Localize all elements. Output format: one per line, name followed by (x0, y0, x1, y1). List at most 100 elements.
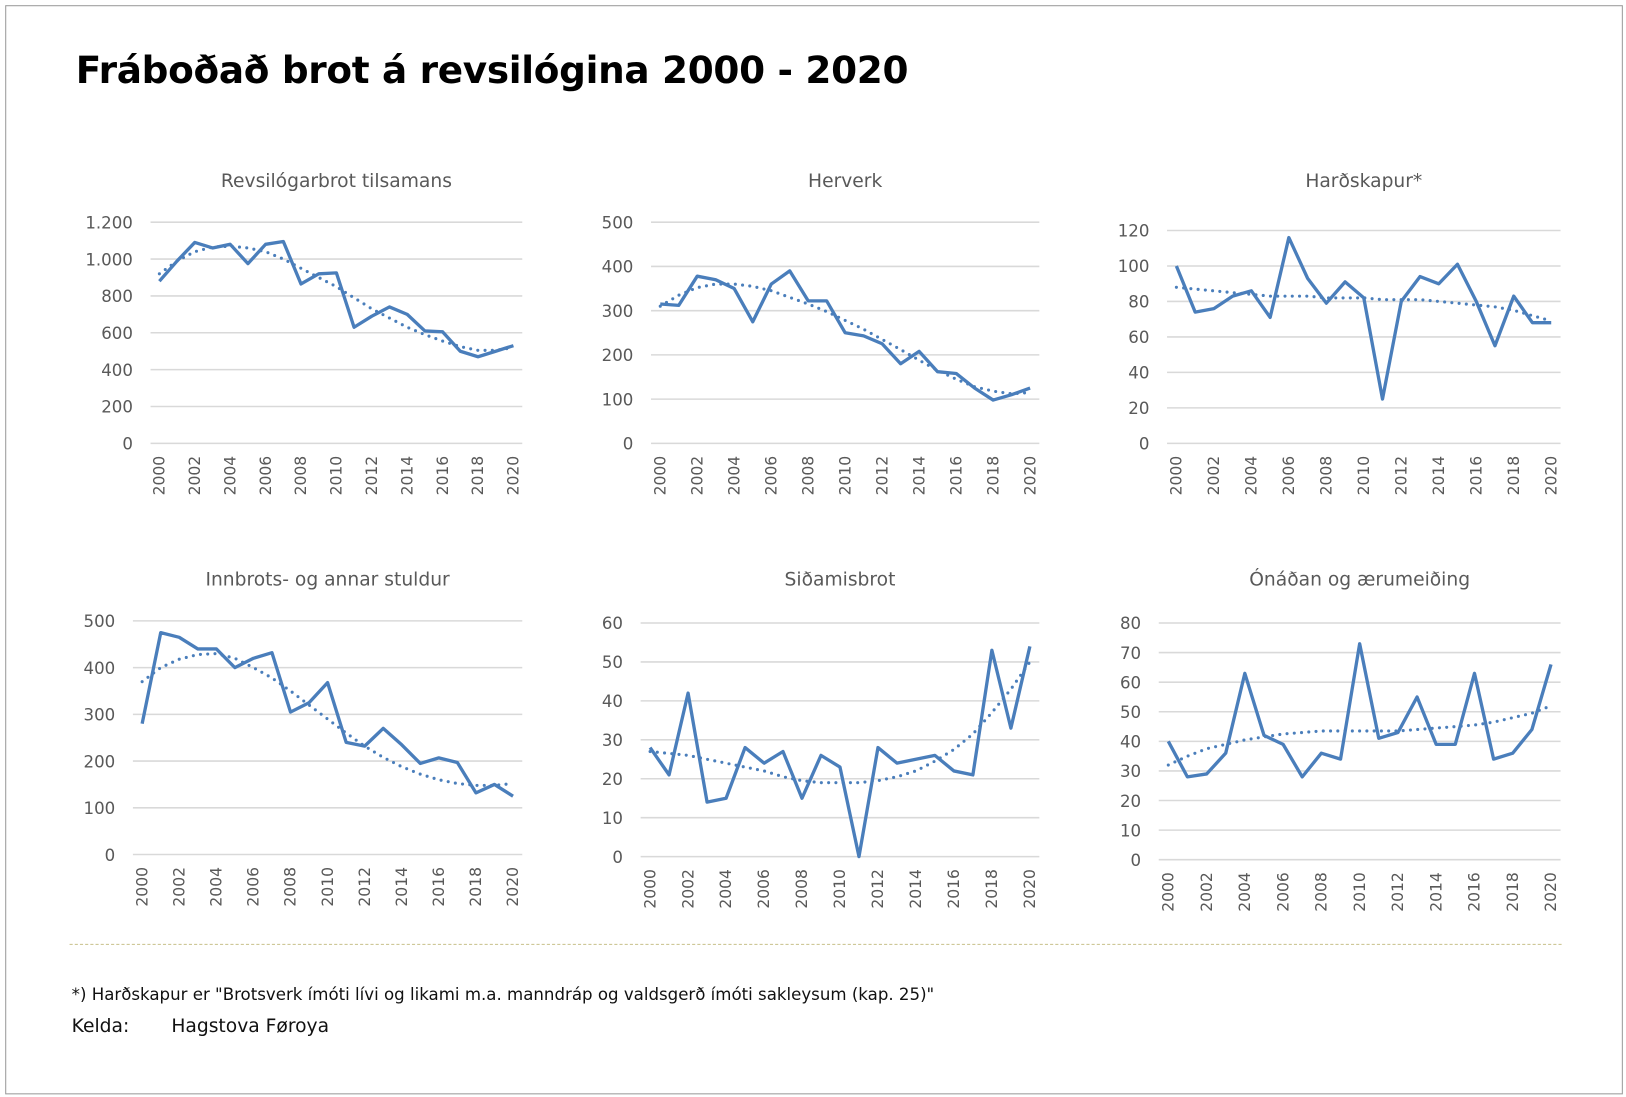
y-tick-label: 70 (1120, 644, 1141, 663)
x-tick-label: 2004 (208, 867, 226, 907)
chart-panel: Ónáðan og ærumeiðing 0 10 20 30 40 50 60 70 80 200… (1120, 567, 1561, 912)
x-tick-label: 2006 (1280, 456, 1298, 496)
data-line (660, 269, 1031, 402)
chart-panel: Revsilógarbrot tilsamans 0 200 400 600 800 1.0… (85, 171, 522, 496)
x-tick-label: 2000 (1168, 456, 1186, 496)
chart-title: Herverk (808, 171, 882, 192)
x-tick-label: 2020 (505, 456, 523, 496)
x-tick-label: 2008 (282, 867, 300, 907)
page-title: Fráboðað brot á revsilógina 2000 - 2020 (75, 49, 909, 93)
y-tick-label: 1.000 (85, 250, 133, 269)
y-tick-label: 100 (84, 799, 116, 818)
y-tick-label: 200 (84, 752, 116, 771)
x-tick-label: 2018 (467, 867, 485, 907)
y-tick-label: 80 (1120, 614, 1141, 633)
y-tick-label: 0 (1139, 435, 1150, 454)
y-tick-label: 300 (84, 706, 116, 725)
y-tick-label: 400 (84, 659, 116, 678)
chart-panel: Herverk 0 100 200 300 400 500 2000 2002 2004 2006 2… (602, 171, 1040, 496)
x-tick-label: 2004 (717, 869, 735, 909)
data-line (158, 239, 514, 359)
x-tick-label: 2012 (869, 869, 887, 909)
y-tick-label: 60 (1128, 328, 1149, 347)
y-tick-label: 0 (623, 435, 634, 454)
y-tick-label: 40 (1120, 733, 1141, 752)
data-line (648, 645, 1032, 859)
x-tick-label: 2002 (1198, 872, 1216, 912)
y-tick-label: 120 (1118, 222, 1150, 241)
y-tick-label: 500 (602, 213, 634, 232)
x-tick-label: 2004 (1236, 872, 1254, 912)
x-tick-label: 2018 (983, 869, 1001, 909)
x-tick-label: 2006 (755, 869, 773, 909)
chart-title: Siðamisbrot (785, 570, 896, 591)
x-tick-label: 2010 (1351, 872, 1369, 912)
y-tick-label: 50 (602, 653, 623, 672)
x-tick-label: 2014 (907, 869, 925, 909)
x-tick-label: 2016 (945, 869, 963, 909)
y-tick-label: 30 (1120, 762, 1141, 781)
x-tick-label: 2000 (1160, 872, 1178, 912)
x-tick-label: 2006 (1274, 872, 1292, 912)
y-tick-label: 20 (1120, 792, 1141, 811)
y-tick-label: 200 (101, 398, 133, 417)
x-tick-label: 2018 (1504, 872, 1522, 912)
y-tick-label: 400 (602, 258, 634, 277)
x-tick-label: 2008 (799, 456, 817, 496)
chart-title: Ónáðan og ærumeiðing (1249, 567, 1470, 591)
x-tick-label: 2008 (793, 869, 811, 909)
y-tick-label: 60 (1120, 673, 1141, 692)
chart-title: Harðskapur* (1305, 171, 1422, 192)
x-tick-label: 2012 (1392, 456, 1410, 496)
x-tick-label: 2012 (873, 456, 891, 496)
x-tick-label: 2002 (688, 456, 706, 496)
y-tick-label: 100 (602, 390, 634, 409)
x-tick-label: 2002 (1205, 456, 1223, 496)
x-tick-label: 2016 (434, 456, 452, 496)
chart-panel: Innbrots- og annar stuldur 0 100 200 300 400 5… (84, 570, 523, 907)
x-tick-label: 2016 (1467, 456, 1485, 496)
x-tick-label: 2016 (1466, 872, 1484, 912)
x-tick-label: 2020 (1021, 456, 1039, 496)
x-tick-label: 2012 (1389, 872, 1407, 912)
y-tick-label: 0 (1131, 851, 1142, 870)
y-tick-label: 0 (105, 846, 116, 865)
x-tick-label: 2020 (1542, 456, 1560, 496)
x-tick-label: 2014 (393, 867, 411, 907)
x-tick-label: 2006 (762, 456, 780, 496)
y-tick-label: 20 (602, 770, 623, 789)
y-tick-label: 60 (602, 614, 623, 633)
y-tick-label: 50 (1120, 703, 1141, 722)
y-tick-label: 800 (101, 287, 133, 306)
y-tick-label: 500 (84, 612, 116, 631)
data-line (1166, 642, 1553, 779)
x-tick-label: 2008 (1318, 456, 1336, 496)
x-tick-label: 2016 (947, 456, 965, 496)
x-tick-label: 2014 (398, 456, 416, 496)
source-value: Hagstova Føroya (171, 1015, 330, 1038)
y-tick-label: 80 (1128, 293, 1149, 312)
page-frame (5, 5, 1623, 1095)
source-label: Kelda: (71, 1015, 130, 1038)
x-tick-label: 2000 (151, 456, 169, 496)
x-tick-label: 2006 (245, 867, 263, 907)
trend-line (140, 652, 515, 787)
x-tick-label: 2004 (725, 456, 743, 496)
x-tick-label: 2004 (221, 456, 239, 496)
x-tick-label: 2014 (1430, 456, 1448, 496)
data-line (140, 630, 514, 798)
y-tick-label: 10 (1120, 821, 1141, 840)
x-tick-label: 2018 (1505, 456, 1523, 496)
x-tick-label: 2014 (1427, 872, 1445, 912)
y-tick-label: 40 (602, 692, 623, 711)
trend-line (648, 660, 1032, 785)
x-tick-label: 2010 (836, 456, 854, 496)
x-tick-label: 2018 (469, 456, 487, 496)
x-tick-label: 2000 (133, 867, 151, 907)
x-tick-label: 2014 (910, 456, 928, 496)
y-tick-label: 0 (612, 848, 623, 867)
x-tick-label: 2002 (186, 456, 204, 496)
trend-line (157, 244, 515, 352)
x-tick-label: 2006 (257, 456, 275, 496)
